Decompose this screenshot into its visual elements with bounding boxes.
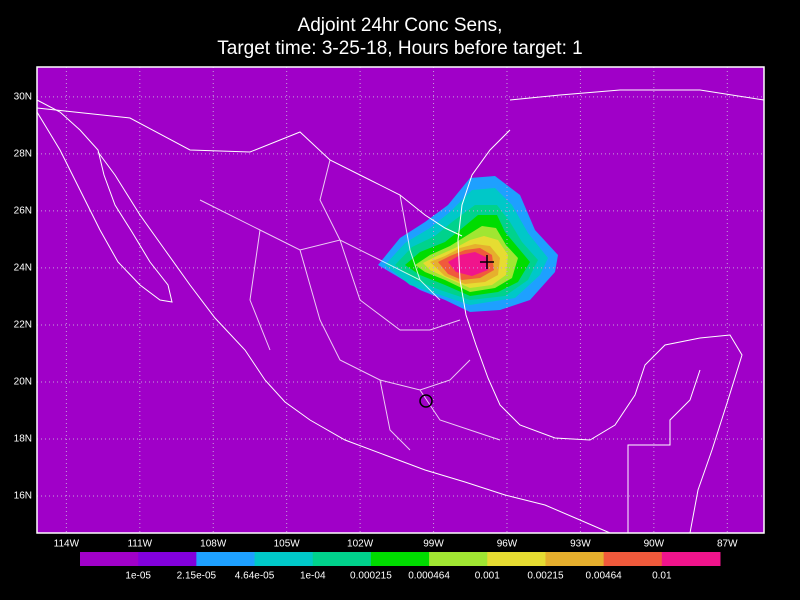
y-tick-label: 24N bbox=[14, 263, 32, 274]
colorbar-label: 0.00215 bbox=[527, 571, 564, 582]
colorbar-label: 0.01 bbox=[652, 571, 672, 582]
y-tick-label: 20N bbox=[14, 377, 32, 388]
contour-fill bbox=[448, 252, 488, 276]
x-tick-label: 105W bbox=[274, 539, 301, 550]
colorbar-label: 2.15e-05 bbox=[177, 571, 217, 582]
colorbar-label: 1e-04 bbox=[300, 571, 326, 582]
y-tick-label: 22N bbox=[14, 320, 32, 331]
y-tick-label: 28N bbox=[14, 149, 32, 160]
title-line: Target time: 3-25-18, Hours before targe… bbox=[217, 38, 582, 59]
colorbar-label: 0.001 bbox=[475, 571, 500, 582]
colorbar-swatch bbox=[312, 552, 372, 566]
colorbar-label: 4.64e-05 bbox=[235, 571, 275, 582]
colorbar-swatch bbox=[603, 552, 663, 566]
colorbar-swatch bbox=[487, 552, 546, 566]
colorbar-swatch bbox=[370, 552, 430, 566]
y-tick-label: 16N bbox=[14, 491, 32, 502]
x-tick-label: 108W bbox=[200, 539, 227, 550]
colorbar-label: 1e-05 bbox=[125, 571, 151, 582]
colorbar-label: 0.000215 bbox=[350, 571, 392, 582]
state-lines bbox=[199, 159, 501, 451]
x-tick-label: 96W bbox=[497, 539, 518, 550]
colorbar-swatch bbox=[661, 552, 721, 566]
coastline bbox=[97, 151, 611, 533]
colorbar-swatch bbox=[196, 552, 256, 566]
y-tick-label: 26N bbox=[14, 206, 32, 217]
coastline bbox=[37, 99, 173, 303]
y-tick-label: 18N bbox=[14, 434, 32, 445]
y-tick-label: 30N bbox=[14, 92, 32, 103]
x-tick-label: 114W bbox=[54, 539, 80, 550]
colorbar-label: 0.00464 bbox=[586, 571, 623, 582]
x-tick-label: 93W bbox=[570, 539, 591, 550]
map-background bbox=[37, 67, 764, 533]
x-tick-label: 102W bbox=[347, 539, 374, 550]
colorbar-label: 0.000464 bbox=[408, 571, 450, 582]
colorbar-swatch bbox=[254, 552, 314, 566]
colorbar-swatch bbox=[138, 552, 197, 566]
border bbox=[509, 89, 764, 533]
colorbar-swatch bbox=[429, 552, 488, 566]
source-marker bbox=[419, 394, 433, 408]
colorbar-swatch bbox=[80, 552, 139, 566]
x-tick-label: 90W bbox=[644, 539, 665, 550]
title-line: Adjoint 24hr Conc Sens, bbox=[298, 15, 503, 36]
grid bbox=[37, 67, 764, 533]
colorbar-swatch bbox=[545, 552, 605, 566]
target-marker bbox=[480, 255, 494, 269]
coastlines bbox=[37, 89, 764, 533]
x-tick-label: 99W bbox=[423, 539, 444, 550]
map-frame bbox=[36, 66, 765, 534]
x-tick-label: 111W bbox=[127, 539, 152, 550]
x-tick-label: 87W bbox=[717, 539, 738, 550]
